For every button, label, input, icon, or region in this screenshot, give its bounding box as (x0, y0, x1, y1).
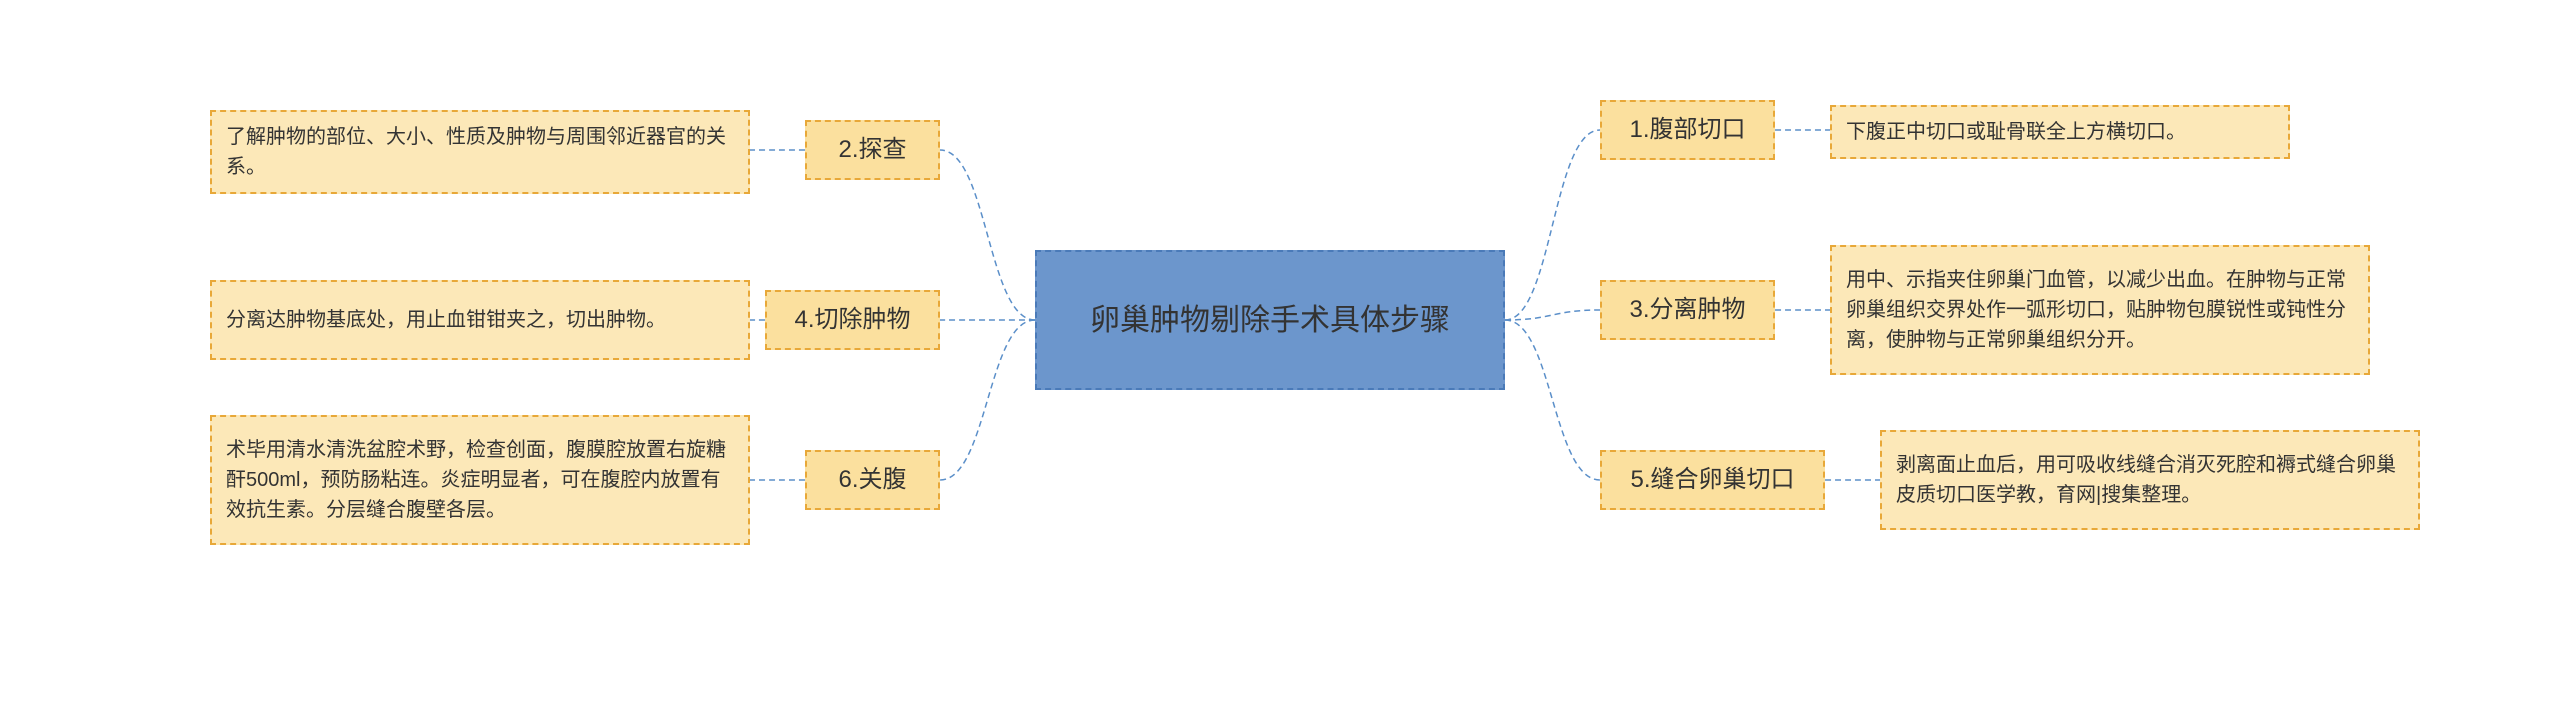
left-step-2: 6.关腹 (805, 450, 940, 510)
mindmap-canvas: 卵巢肿物剔除手术具体步骤 2.探查了解肿物的部位、大小、性质及肿物与周围邻近器官的… (0, 0, 2560, 707)
center-node: 卵巢肿物剔除手术具体步骤 (1035, 250, 1505, 390)
left-step-0: 2.探查 (805, 120, 940, 180)
right-step-2: 5.缝合卵巢切口 (1600, 450, 1825, 510)
right-desc-2: 剥离面止血后，用可吸收线缝合消灭死腔和褥式缝合卵巢皮质切口医学教，育网|搜集整理… (1880, 430, 2420, 530)
right-desc-1: 用中、示指夹住卵巢门血管，以减少出血。在肿物与正常卵巢组织交界处作一弧形切口，贴… (1830, 245, 2370, 375)
right-desc-0: 下腹正中切口或耻骨联全上方横切口。 (1830, 105, 2290, 159)
left-desc-1: 分离达肿物基底处，用止血钳钳夹之，切出肿物。 (210, 280, 750, 360)
right-step-0: 1.腹部切口 (1600, 100, 1775, 160)
left-step-1: 4.切除肿物 (765, 290, 940, 350)
left-desc-0: 了解肿物的部位、大小、性质及肿物与周围邻近器官的关系。 (210, 110, 750, 194)
right-step-1: 3.分离肿物 (1600, 280, 1775, 340)
left-desc-2: 术毕用清水清洗盆腔术野，检查创面，腹膜腔放置右旋糖酐500ml，预防肠粘连。炎症… (210, 415, 750, 545)
